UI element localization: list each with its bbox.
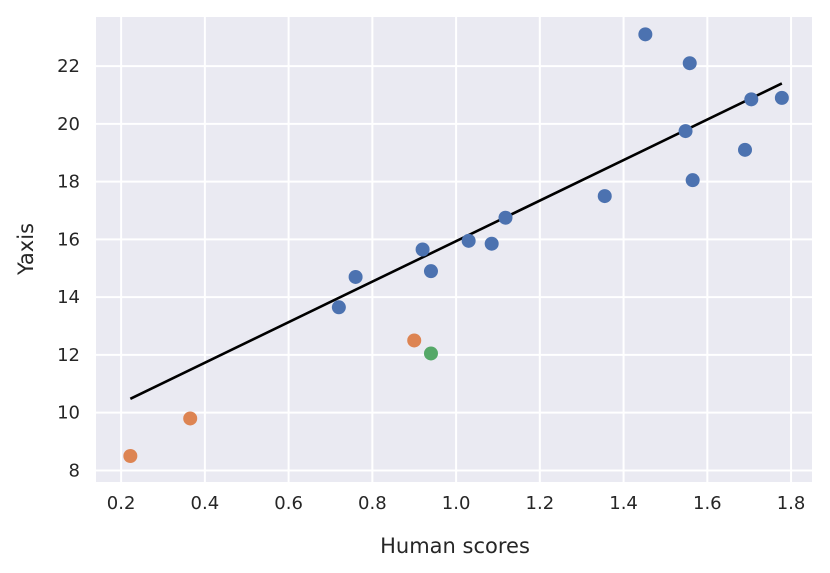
y-tick-label: 10 [57, 403, 80, 424]
regression-line [129, 82, 783, 400]
data-point [461, 233, 476, 248]
x-tick-label: 0.6 [274, 493, 303, 514]
data-point [682, 56, 697, 71]
data-point [407, 333, 422, 348]
x-tick-label: 0.4 [191, 493, 220, 514]
y-axis-label: Yaxis [14, 223, 38, 276]
data-point [678, 124, 693, 139]
data-point [774, 90, 789, 105]
x-tick-labels: 0.2 0.4 0.6 0.8 1.0 1.2 1.4 1.6 1.8 [107, 493, 806, 514]
data-point [183, 411, 198, 426]
grid-lines [96, 17, 812, 482]
data-point [348, 269, 363, 284]
x-tick-label: 1.4 [609, 493, 638, 514]
y-tick-label: 16 [57, 229, 80, 250]
x-tick-label: 1.8 [777, 493, 806, 514]
y-tick-labels: 8 10 12 14 16 18 20 22 [57, 56, 80, 481]
data-point [638, 27, 653, 42]
data-point [738, 142, 753, 157]
data-point [423, 346, 438, 361]
data-point [597, 189, 612, 204]
data-point [123, 449, 138, 464]
data-point [423, 264, 438, 279]
plot-area [96, 17, 812, 482]
data-point [685, 173, 700, 188]
y-tick-label: 18 [57, 172, 80, 193]
y-tick-label: 14 [57, 287, 80, 308]
data-point [498, 210, 513, 225]
x-tick-label: 0.2 [107, 493, 136, 514]
data-point [415, 242, 430, 257]
y-tick-label: 22 [57, 56, 80, 77]
data-point [331, 300, 346, 315]
y-tick-label: 12 [57, 345, 80, 366]
x-tick-label: 0.8 [358, 493, 387, 514]
x-tick-label: 1.2 [526, 493, 555, 514]
x-axis-label: Human scores [380, 534, 530, 558]
y-tick-label: 8 [69, 460, 80, 481]
regression-line-group [129, 82, 783, 400]
x-tick-label: 1.0 [442, 493, 471, 514]
data-points [123, 27, 789, 464]
x-tick-label: 1.6 [693, 493, 722, 514]
data-point [484, 236, 499, 251]
y-tick-label: 20 [57, 114, 80, 135]
data-point [744, 92, 759, 107]
